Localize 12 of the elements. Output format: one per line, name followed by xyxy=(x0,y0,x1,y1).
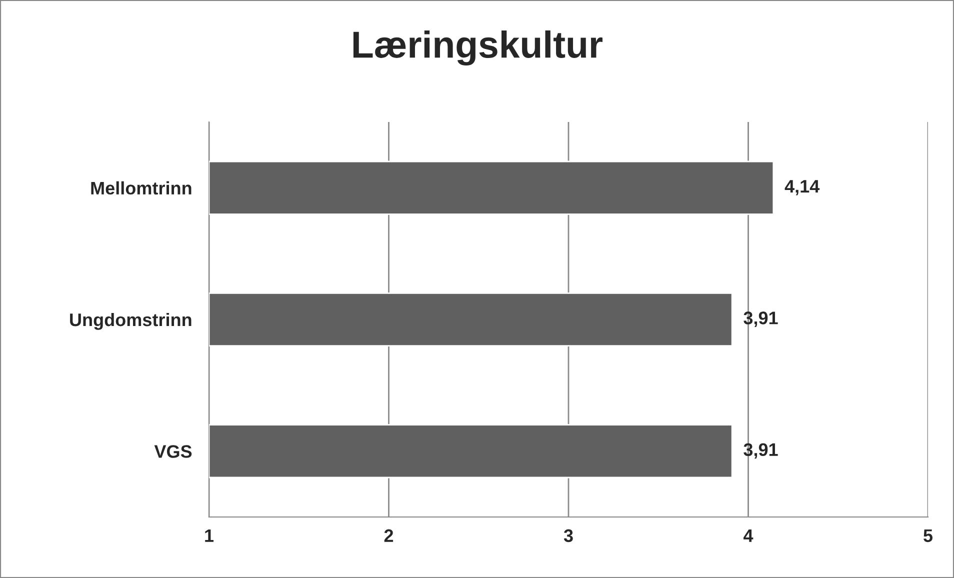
x-tick-label: 1 xyxy=(205,529,214,542)
chart-title: Læringskultur xyxy=(353,30,602,66)
data-label: 4,14 xyxy=(784,180,820,196)
x-tick-label: 2 xyxy=(384,529,394,542)
x-tick-label: 5 xyxy=(924,529,933,542)
x-tick-label: 4 xyxy=(744,529,754,542)
data-label: 3,91 xyxy=(744,312,778,327)
x-tick-label: 3 xyxy=(564,529,573,542)
y-tick-label: Ungdomstrinn xyxy=(70,312,192,330)
y-tick-label: VGS xyxy=(154,445,192,458)
data-label: 3,91 xyxy=(744,443,778,459)
y-tick-label: Mellomtrinn xyxy=(91,181,192,195)
